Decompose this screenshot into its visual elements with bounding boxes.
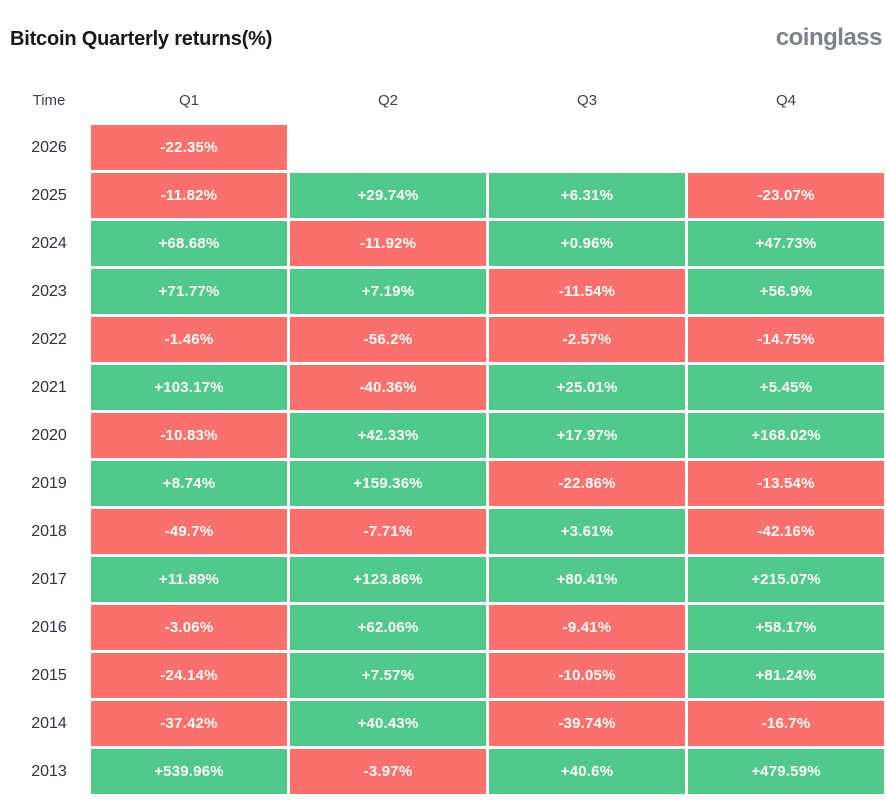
return-cell: -14.75% bbox=[688, 317, 884, 362]
return-cell: -42.16% bbox=[688, 509, 884, 554]
return-cell: +6.31% bbox=[489, 173, 685, 218]
return-cell: +81.24% bbox=[688, 653, 884, 698]
year-label: 2021 bbox=[31, 378, 67, 396]
column-header-row: Time Q1 Q2 Q3 Q4 bbox=[10, 92, 884, 111]
return-cell: -2.57% bbox=[489, 317, 685, 362]
year-label: 2013 bbox=[31, 762, 67, 780]
return-cell: -16.7% bbox=[688, 701, 884, 746]
return-cell: +3.61% bbox=[489, 509, 685, 554]
column-header-q3: Q3 bbox=[576, 92, 597, 109]
return-cell: +7.19% bbox=[290, 269, 486, 314]
year-label: 2014 bbox=[31, 714, 67, 732]
return-cell: -23.07% bbox=[688, 173, 884, 218]
empty-cell bbox=[290, 125, 486, 170]
year-label: 2022 bbox=[31, 330, 67, 348]
return-cell: -11.54% bbox=[489, 269, 685, 314]
year-label: 2016 bbox=[31, 618, 67, 636]
return-cell: +40.6% bbox=[489, 749, 685, 794]
return-cell: +215.07% bbox=[688, 557, 884, 602]
return-cell: +479.59% bbox=[688, 749, 884, 794]
return-cell: +123.86% bbox=[290, 557, 486, 602]
column-header-q4: Q4 bbox=[775, 92, 796, 109]
return-cell: -10.83% bbox=[91, 413, 287, 458]
empty-cell bbox=[489, 125, 685, 170]
return-cell: +29.74% bbox=[290, 173, 486, 218]
return-cell: +58.17% bbox=[688, 605, 884, 650]
return-cell: +0.96% bbox=[489, 221, 685, 266]
return-cell: -13.54% bbox=[688, 461, 884, 506]
return-cell: +42.33% bbox=[290, 413, 486, 458]
year-label: 2018 bbox=[31, 522, 67, 540]
return-cell: -39.74% bbox=[489, 701, 685, 746]
return-cell: -11.92% bbox=[290, 221, 486, 266]
return-cell: +168.02% bbox=[688, 413, 884, 458]
return-cell: -1.46% bbox=[91, 317, 287, 362]
return-cell: -49.7% bbox=[91, 509, 287, 554]
year-label: 2020 bbox=[31, 426, 67, 444]
return-cell: +159.36% bbox=[290, 461, 486, 506]
coinglass-logo[interactable]: coinglass bbox=[775, 24, 883, 51]
column-header-time: Time bbox=[32, 92, 66, 109]
return-cell: -9.41% bbox=[489, 605, 685, 650]
return-cell: -24.14% bbox=[91, 653, 287, 698]
return-cell: -56.2% bbox=[290, 317, 486, 362]
return-cell: -10.05% bbox=[489, 653, 685, 698]
return-cell: -3.06% bbox=[91, 605, 287, 650]
return-cell: -22.35% bbox=[91, 125, 287, 170]
column-header-q2: Q2 bbox=[377, 92, 398, 109]
return-cell: +8.74% bbox=[91, 461, 287, 506]
year-label: 2025 bbox=[31, 186, 67, 204]
year-label: 2017 bbox=[31, 570, 67, 588]
return-cell: +71.77% bbox=[91, 269, 287, 314]
return-cell: +17.97% bbox=[489, 413, 685, 458]
year-label: 2024 bbox=[31, 234, 67, 252]
return-cell: +68.68% bbox=[91, 221, 287, 266]
return-cell: +62.06% bbox=[290, 605, 486, 650]
page-title: Bitcoin Quarterly returns(%) bbox=[10, 28, 273, 50]
year-label: 2026 bbox=[31, 138, 67, 156]
return-cell: -37.42% bbox=[91, 701, 287, 746]
year-label: 2015 bbox=[31, 666, 67, 684]
return-cell: +11.89% bbox=[91, 557, 287, 602]
return-cell: -3.97% bbox=[290, 749, 486, 794]
empty-cell bbox=[688, 125, 884, 170]
widget-header: Bitcoin Quarterly returns(%) coinglass bbox=[0, 0, 886, 52]
year-label: 2023 bbox=[31, 282, 67, 300]
return-cell: -40.36% bbox=[290, 365, 486, 410]
return-cell: +539.96% bbox=[91, 749, 287, 794]
return-cell: +7.57% bbox=[290, 653, 486, 698]
return-cell: +47.73% bbox=[688, 221, 884, 266]
return-cell: +103.17% bbox=[91, 365, 287, 410]
returns-grid: 2026 -22.35% 2025 -11.82% +29.74% +6.31% -23.0… bbox=[10, 125, 884, 794]
return-cell: +5.45% bbox=[688, 365, 884, 410]
return-cell: -22.86% bbox=[489, 461, 685, 506]
return-cell: +40.43% bbox=[290, 701, 486, 746]
return-cell: -11.82% bbox=[91, 173, 287, 218]
return-cell: +25.01% bbox=[489, 365, 685, 410]
return-cell: -7.71% bbox=[290, 509, 486, 554]
return-cell: +80.41% bbox=[489, 557, 685, 602]
return-cell: +56.9% bbox=[688, 269, 884, 314]
year-label: 2019 bbox=[31, 474, 67, 492]
column-header-q1: Q1 bbox=[178, 92, 199, 109]
